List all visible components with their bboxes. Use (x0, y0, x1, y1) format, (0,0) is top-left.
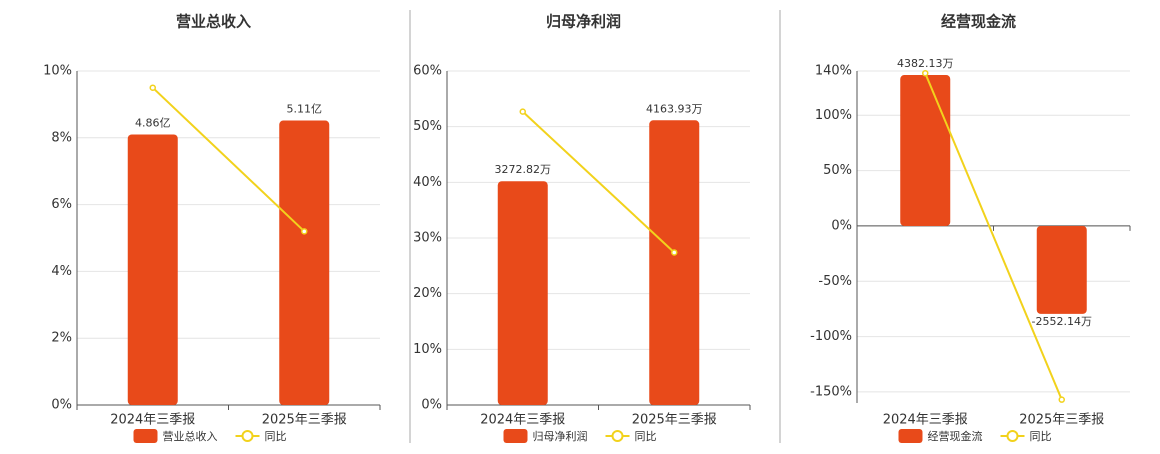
y-tick-label: 140% (815, 64, 852, 79)
y-tick-label: 10% (43, 64, 72, 79)
data-label: -2552.14万 (1032, 315, 1092, 328)
y-tick-label: 100% (815, 108, 852, 123)
y-tick-label: 50% (823, 163, 852, 178)
y-tick-label: -150% (810, 384, 852, 399)
legend-symbol (241, 430, 254, 442)
legend-symbol (1006, 430, 1019, 442)
x-tick-label: 2025年三季报 (632, 413, 717, 428)
legend-label: 营业总收入 (163, 429, 218, 443)
y-tick-label: 50% (413, 119, 442, 134)
y-tick-label: 10% (413, 342, 442, 357)
data-label: 4382.13万 (897, 57, 954, 70)
line (522, 110, 675, 254)
y-tick-label: 30% (413, 231, 442, 246)
bar (279, 120, 330, 405)
bar (127, 134, 178, 405)
y-tick-label: 40% (413, 175, 442, 190)
data-label: 4.86亿 (135, 116, 171, 129)
bar (649, 120, 700, 406)
legend-label: 归母净利润 (533, 429, 588, 443)
chart-title: 营业总收入 (176, 13, 251, 31)
legend-symbol (133, 429, 158, 443)
y-tick-label: 0% (831, 218, 852, 233)
line-point (1058, 396, 1065, 403)
legend-symbol (898, 429, 923, 443)
x-tick-label: 2024年三季报 (110, 413, 195, 428)
bar (497, 181, 548, 405)
y-tick-label: -50% (818, 274, 852, 289)
bar (900, 75, 951, 226)
legend-symbol (503, 429, 528, 443)
line-point (922, 69, 929, 77)
line (152, 86, 305, 233)
y-tick-label: 0% (421, 398, 442, 413)
line-point (671, 249, 678, 256)
y-tick-label: -100% (810, 329, 852, 344)
legend-label: 同比 (1030, 430, 1052, 443)
legend-label: 同比 (635, 430, 657, 443)
x-tick-label: 2025年三季报 (262, 413, 347, 428)
line-point (519, 108, 526, 115)
data-label: 3272.82万 (495, 163, 552, 176)
y-tick-label: 2% (51, 331, 72, 346)
x-tick-label: 2024年三季报 (480, 413, 565, 428)
chart-title: 归母净利润 (546, 13, 621, 31)
y-tick-label: 60% (413, 64, 442, 79)
y-tick-label: 8% (51, 130, 72, 145)
y-tick-label: 6% (51, 197, 72, 212)
legend-label: 同比 (265, 430, 287, 443)
legend-label: 经营现金流 (928, 429, 983, 443)
chart-title: 经营现金流 (941, 13, 1016, 31)
line-point (301, 228, 308, 235)
line-point (149, 84, 156, 91)
data-label: 5.11亿 (287, 103, 323, 116)
y-tick-label: 4% (51, 264, 72, 279)
bar (1036, 225, 1087, 314)
line (924, 72, 1063, 401)
x-tick-label: 2024年三季报 (883, 413, 968, 428)
data-label: 4163.93万 (646, 102, 703, 115)
legend-symbol (611, 430, 624, 442)
x-tick-label: 2025年三季报 (1019, 413, 1104, 428)
y-tick-label: 0% (51, 398, 72, 413)
y-tick-label: 20% (413, 286, 442, 301)
